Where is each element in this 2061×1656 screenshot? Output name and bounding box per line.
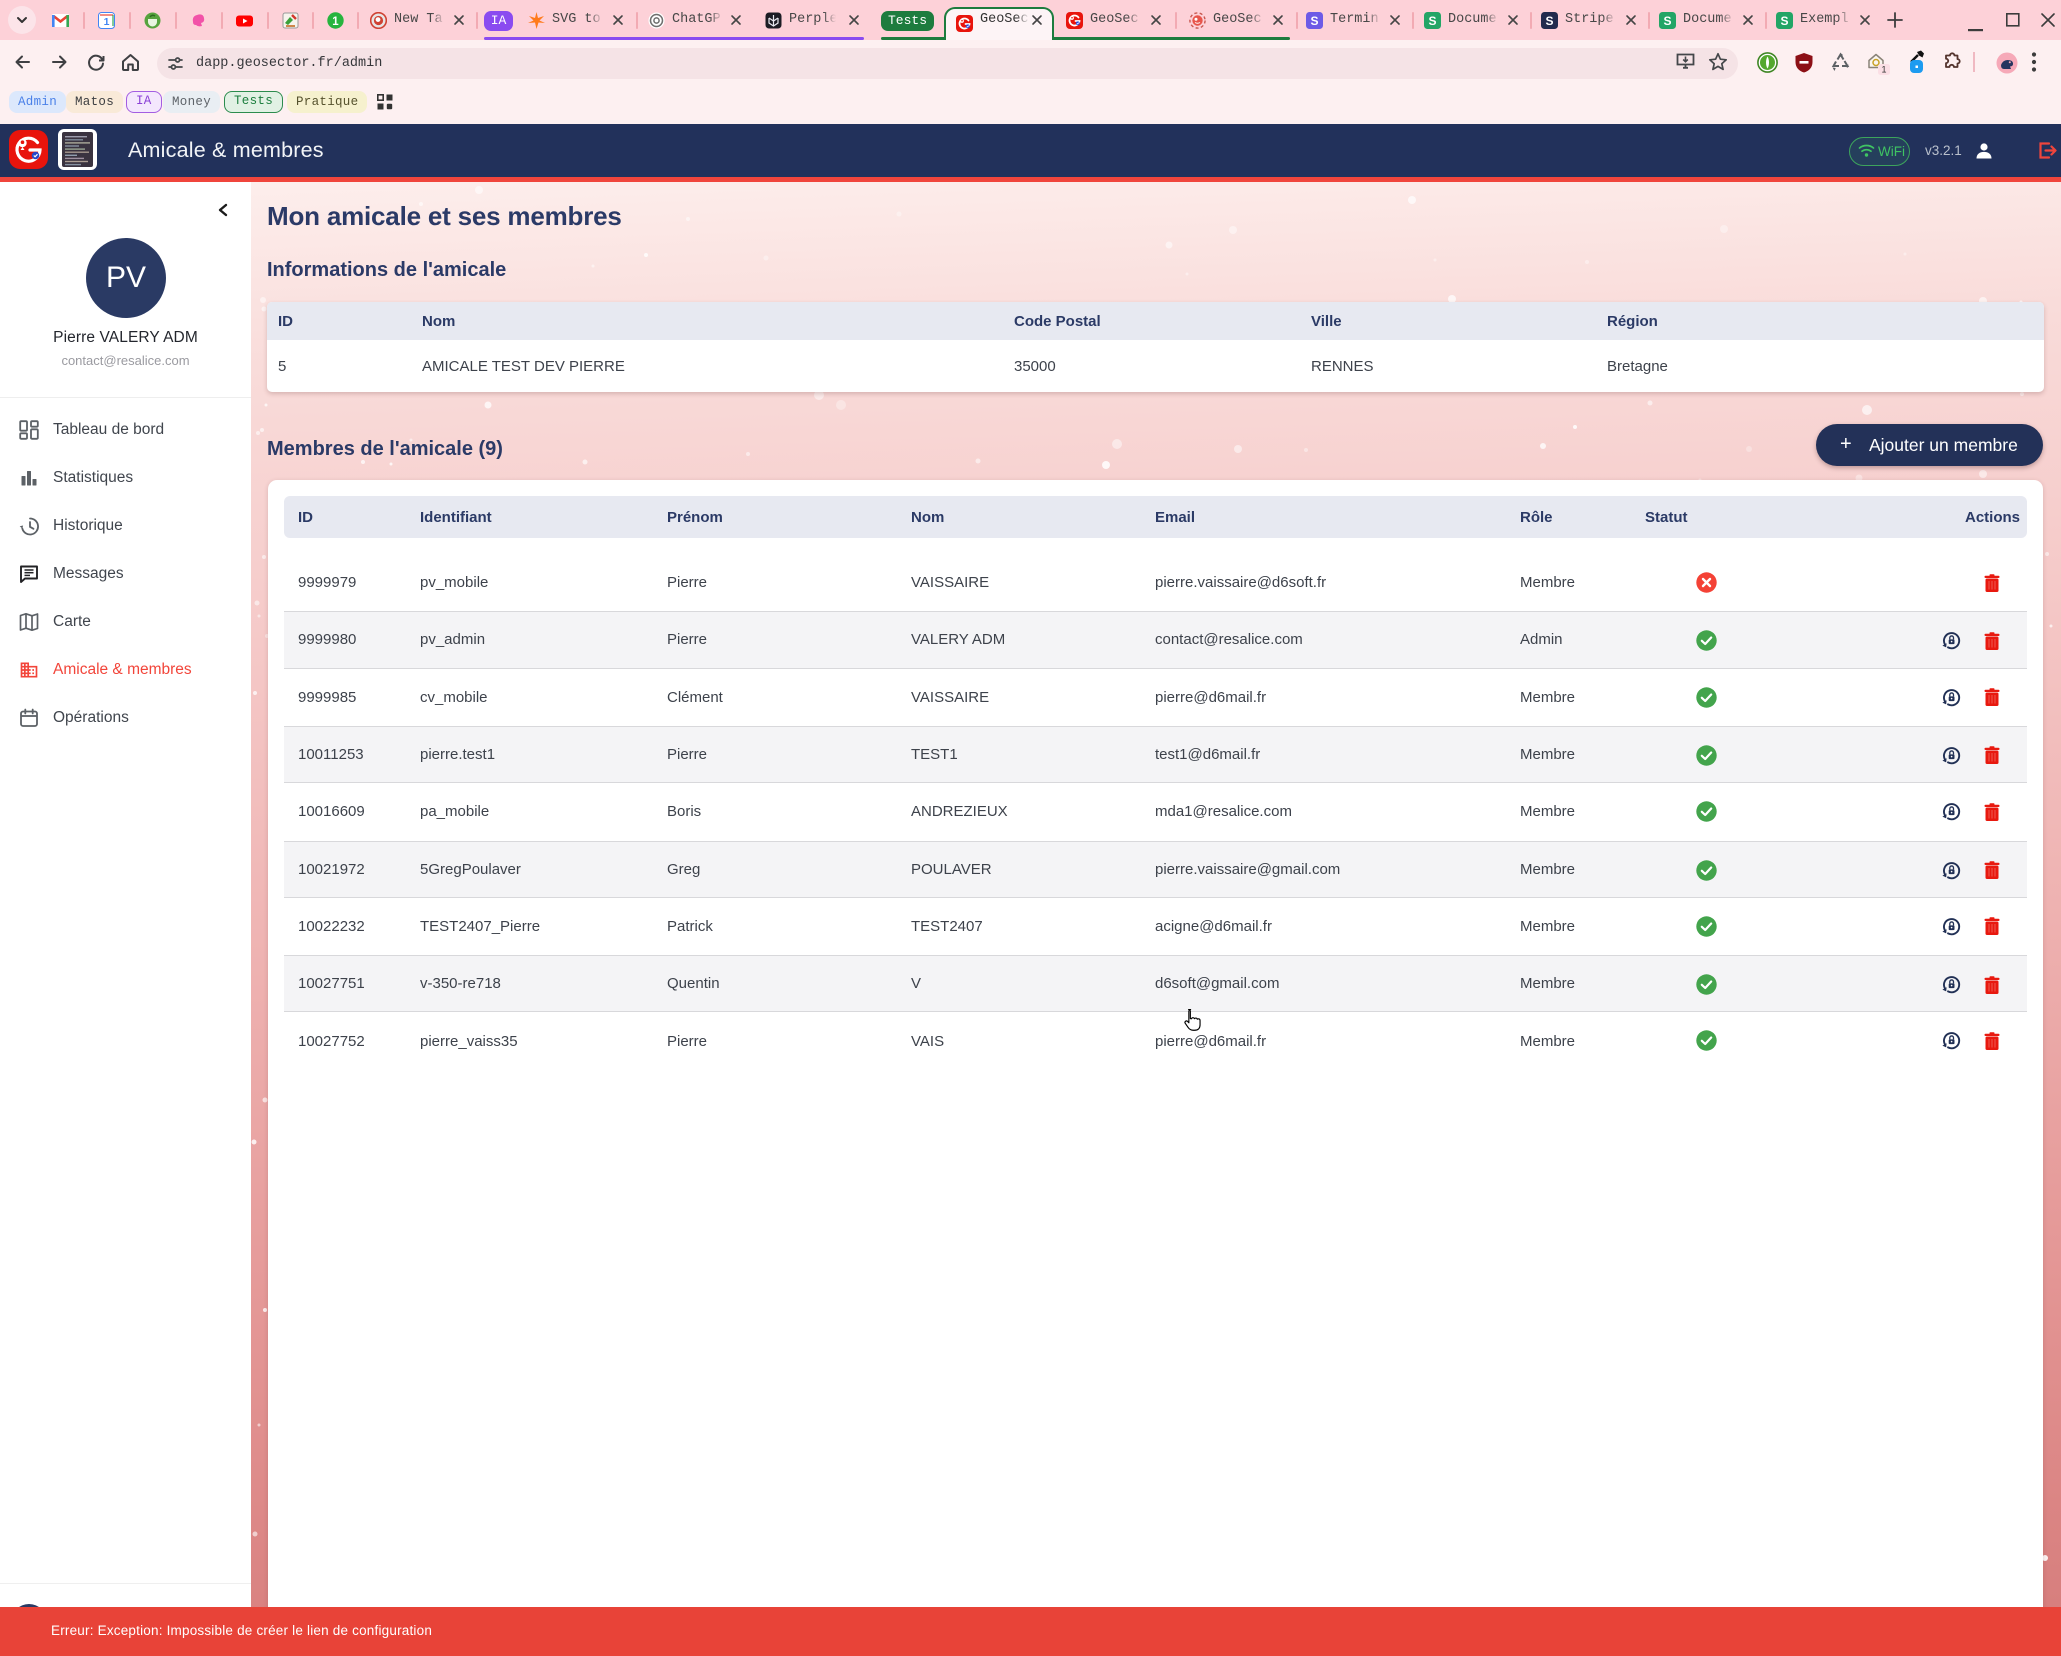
svg-text:S: S <box>1545 14 1553 28</box>
svg-text:S: S <box>1663 14 1671 28</box>
svg-text:S: S <box>1780 14 1788 28</box>
svg-text:1: 1 <box>1881 65 1886 75</box>
svg-text:S: S <box>1310 14 1318 28</box>
svg-text:S: S <box>1428 14 1436 28</box>
svg-text:1: 1 <box>104 16 110 28</box>
svg-text:1: 1 <box>332 16 339 28</box>
